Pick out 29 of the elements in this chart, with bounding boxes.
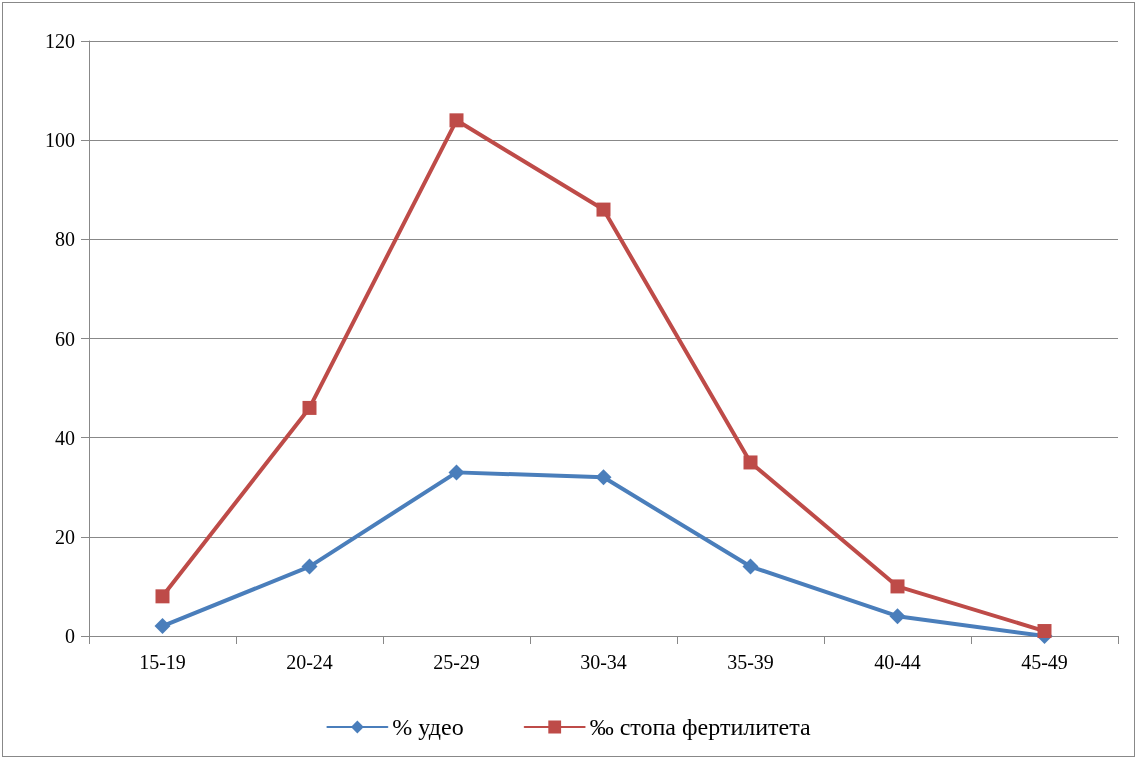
x-tick-label: 35-39 [727, 651, 774, 673]
point [448, 464, 465, 481]
x-tick-label: 20-24 [286, 651, 333, 673]
x-tick-label: 30-34 [580, 651, 627, 673]
point [742, 558, 759, 575]
legend-label: ‰ стопа фертилитета [589, 714, 811, 740]
y-tick-label: 100 [45, 129, 75, 152]
x-tick-label: 25-29 [433, 651, 480, 673]
point [302, 400, 317, 415]
legend-label: % удео [392, 714, 464, 740]
y-tick-label: 80 [55, 228, 75, 251]
point [1037, 624, 1052, 639]
point [890, 579, 905, 594]
x-tick-label: 40-44 [874, 651, 921, 673]
point [449, 113, 464, 128]
point [743, 455, 758, 470]
point [301, 558, 318, 575]
x-tick-label: 15-19 [139, 651, 186, 673]
point [154, 618, 171, 635]
y-tick-label: 120 [45, 30, 75, 52]
y-tick-label: 40 [55, 426, 75, 449]
y-tick-label: 60 [55, 327, 75, 350]
point [595, 469, 612, 486]
y-tick-label: 0 [65, 625, 75, 647]
y-tick-label: 20 [55, 525, 75, 548]
point [596, 202, 611, 217]
point [155, 589, 170, 604]
point [889, 608, 906, 625]
x-tick-label: 45-49 [1021, 651, 1068, 673]
